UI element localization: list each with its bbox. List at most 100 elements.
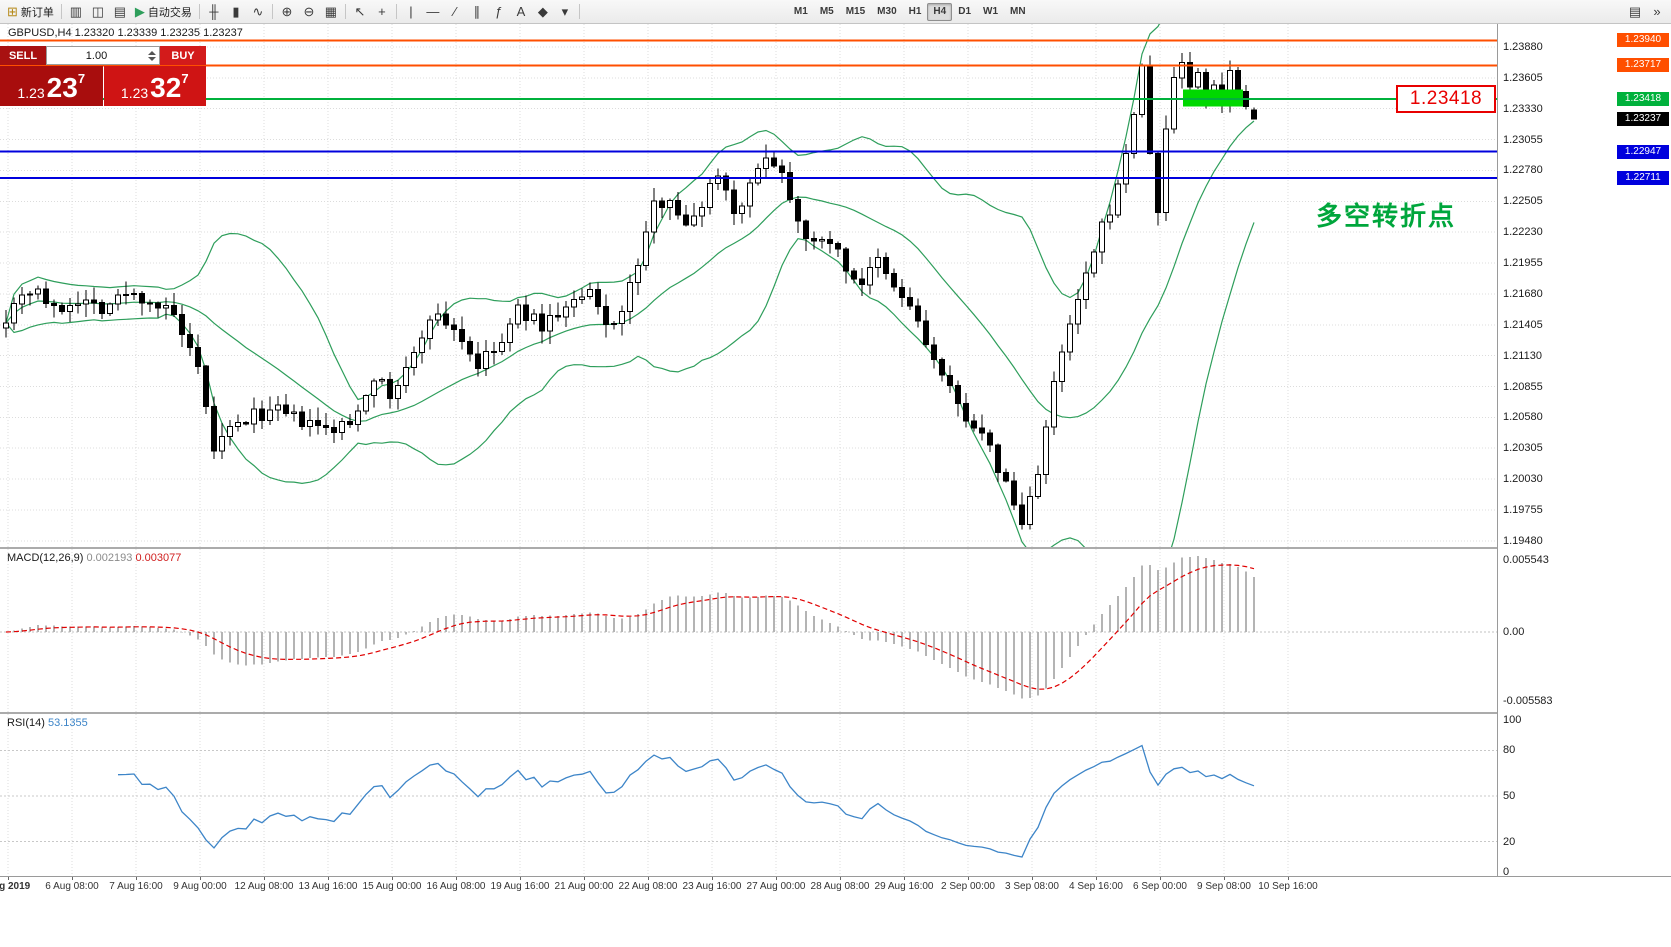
market-watch-button[interactable]: ▥ xyxy=(65,2,87,22)
toolbar-right-group: ▤» xyxy=(1624,2,1668,22)
price-axis-label: 1.23330 xyxy=(1503,102,1543,115)
timeframe-h4[interactable]: H4 xyxy=(927,2,953,21)
volume-spinner[interactable] xyxy=(146,50,157,61)
macd-panel[interactable] xyxy=(0,549,1497,712)
time-axis-label: 9 Aug 00:00 xyxy=(173,881,227,892)
time-axis-label: 6 Sep 00:00 xyxy=(1133,881,1187,892)
channel-tool-icon: ∥ xyxy=(473,4,481,19)
price-tag-1.23237: 1.23237 xyxy=(1617,112,1669,127)
tile-windows-button[interactable]: ▦ xyxy=(320,2,342,22)
cursor-tool-button[interactable]: ↖ xyxy=(349,2,371,22)
time-axis-label: 21 Aug 00:00 xyxy=(554,881,614,892)
indicators-list-button[interactable]: ▤ xyxy=(1624,2,1646,22)
panel-divider[interactable] xyxy=(0,712,1671,714)
fibonacci-tool-button[interactable]: ƒ xyxy=(488,2,510,22)
zoom-out-button[interactable]: ⊖ xyxy=(298,2,320,22)
price-axis-label: 1.23880 xyxy=(1503,41,1543,53)
arrows-tool-button[interactable]: ◆ xyxy=(532,2,554,22)
bar-chart-mode-button[interactable]: ╫ xyxy=(203,2,225,22)
volume-down-icon[interactable] xyxy=(147,56,156,61)
time-axis-tick xyxy=(648,877,649,880)
macd-axis-max: 0.005543 xyxy=(1503,554,1549,566)
volume-up-icon[interactable] xyxy=(147,50,156,55)
timeframe-d1[interactable]: D1 xyxy=(958,6,972,17)
new-order-label: 新订单 xyxy=(20,6,54,19)
horizontal-line-tool-icon: — xyxy=(426,4,440,19)
fibonacci-tool-icon: ƒ xyxy=(495,4,503,19)
one-click-trading-panel: SELL 1.00 BUY 1.23 23 7 1.23 32 7 xyxy=(0,46,206,106)
timeframe-m1[interactable]: M1 xyxy=(793,6,808,17)
timeframe-w1[interactable]: W1 xyxy=(983,6,999,17)
timeframe-h1[interactable]: H1 xyxy=(908,6,922,17)
sell-price-button[interactable]: 1.23 23 7 xyxy=(0,66,103,106)
crosshair-tool-button[interactable]: + xyxy=(371,2,393,22)
timeframe-mn[interactable]: MN xyxy=(1010,6,1026,17)
indicators-list-icon: ▤ xyxy=(1628,4,1642,19)
terminal-button[interactable]: ▤ xyxy=(109,2,131,22)
channel-tool-button[interactable]: ∥ xyxy=(466,2,488,22)
zoom-out-icon: ⊖ xyxy=(303,4,315,19)
text-tool-button[interactable]: A xyxy=(510,2,532,22)
price-axis-label: 1.21405 xyxy=(1503,318,1543,331)
volume-input[interactable]: 1.00 xyxy=(46,46,160,65)
time-axis-label: 7 Aug 16:00 xyxy=(109,881,163,892)
time-axis-label: 2 Sep 00:00 xyxy=(941,881,995,892)
price-axis-label: 1.21955 xyxy=(1503,257,1543,270)
line-chart-mode-button[interactable]: ∿ xyxy=(247,2,269,22)
bar-chart-mode-icon: ╫ xyxy=(209,4,219,19)
timeframe-m15[interactable]: M15 xyxy=(845,6,866,17)
buy-price-button[interactable]: 1.23 32 7 xyxy=(103,66,206,106)
time-axis-label: 15 Aug 00:00 xyxy=(362,881,422,892)
zoom-in-button[interactable]: ⊕ xyxy=(276,2,298,22)
toolbar-overflow-button[interactable]: » xyxy=(1646,2,1668,22)
autotrading-button[interactable]: ▶ 自动交易 xyxy=(131,2,196,22)
macd-main-value: 0.002193 xyxy=(86,552,133,564)
timeframe-m5[interactable]: M5 xyxy=(819,6,834,17)
time-axis-label: 6 Aug 08:00 xyxy=(45,881,99,892)
price-axis[interactable]: 1.23880 1.23605 1.23330 1.23055 1.22780 1.225… xyxy=(1497,24,1671,878)
vertical-line-tool-button[interactable]: | xyxy=(400,2,422,22)
trendline-tool-button[interactable]: ∕ xyxy=(444,2,466,22)
price-chart[interactable] xyxy=(0,24,1497,547)
time-axis-tick xyxy=(392,877,393,880)
price-tag-1.22711: 1.22711 xyxy=(1617,171,1669,186)
time-axis-tick xyxy=(200,877,201,880)
time-axis-label: 23 Aug 16:00 xyxy=(682,881,742,892)
tile-windows-icon: ▦ xyxy=(324,4,338,19)
time-axis-tick xyxy=(1160,877,1161,880)
vertical-line-tool-icon: | xyxy=(409,4,413,19)
shapes-dropdown-button[interactable]: ▾ xyxy=(554,2,576,22)
time-axis-label: 22 Aug 08:00 xyxy=(618,881,678,892)
time-axis-label: 19 Aug 16:00 xyxy=(490,881,550,892)
rsi-panel[interactable] xyxy=(0,714,1497,876)
time-axis-label: 12 Aug 08:00 xyxy=(234,881,294,892)
time-axis-tick xyxy=(1032,877,1033,880)
macd-axis-zero: 0.00 xyxy=(1503,626,1525,638)
turning-point-annotation[interactable]: 多空转折点 xyxy=(1316,201,1457,231)
buy-price-big: 32 xyxy=(150,72,182,103)
horizontal-line-tool-button[interactable]: — xyxy=(422,2,444,22)
rsi-axis-label: 0 xyxy=(1503,866,1510,878)
time-axis-label: 29 Aug 16:00 xyxy=(874,881,934,892)
timeframe-m30[interactable]: M30 xyxy=(877,6,897,17)
sell-price-pipette: 7 xyxy=(77,71,86,86)
autotrading-label: 自动交易 xyxy=(147,6,192,19)
time-axis-tick xyxy=(776,877,777,880)
new-order-button[interactable]: ⊞ 新订单 xyxy=(3,2,58,22)
timeframe-group: M1 M5 M15 M30 H1 H4 D1 W1 MN xyxy=(788,2,1032,21)
rsi-axis-label: 20 xyxy=(1503,835,1516,848)
time-axis-label: 3 Sep 08:00 xyxy=(1005,881,1059,892)
toolbar-overflow-icon: » xyxy=(1653,4,1661,19)
navigator-button[interactable]: ◫ xyxy=(87,2,109,22)
price-annotation-label[interactable]: 1.23418 xyxy=(1396,85,1496,113)
candle-chart-mode-button[interactable]: ▮ xyxy=(225,2,247,22)
buy-price-pipette: 7 xyxy=(181,71,189,86)
sell-button[interactable]: SELL xyxy=(0,46,46,65)
shapes-dropdown-icon: ▾ xyxy=(561,4,569,19)
line-chart-mode-icon: ∿ xyxy=(252,4,264,19)
panel-divider[interactable] xyxy=(0,547,1671,549)
toolbar-separator xyxy=(60,4,62,19)
buy-button[interactable]: BUY xyxy=(160,46,206,65)
macd-name: MACD(12,26,9) xyxy=(7,552,84,564)
time-axis[interactable]: Aug 2019 6 Aug 08:00 7 Aug 16:00 9 Aug 00:0… xyxy=(0,876,1671,894)
